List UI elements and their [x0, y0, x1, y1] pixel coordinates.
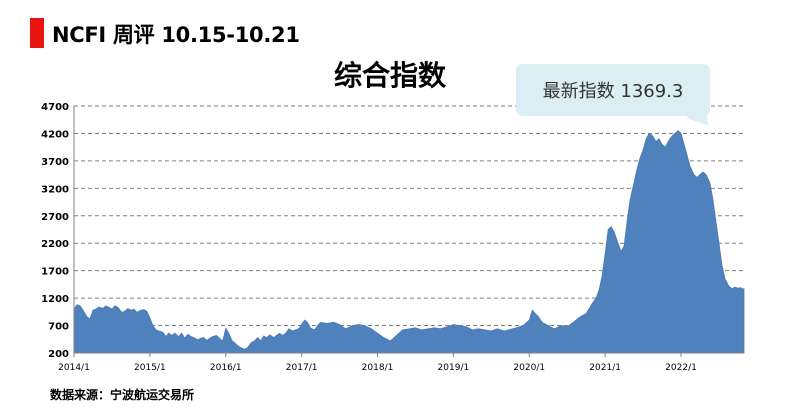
x-tick-label: 2015/1 [134, 363, 166, 373]
y-tick-label: 4200 [41, 129, 69, 140]
x-tick-label: 2021/1 [589, 363, 621, 373]
data-source-note: 数据来源：宁波航运交易所 [50, 388, 195, 402]
x-tick-label: 2018/1 [362, 363, 394, 373]
y-tick-label: 1200 [41, 294, 69, 305]
index-area-series [73, 130, 745, 354]
y-tick-label: 700 [48, 322, 69, 333]
y-tick-label: 2700 [41, 212, 69, 223]
y-tick-label: 200 [48, 349, 69, 360]
x-tick-label: 2017/1 [286, 363, 318, 373]
x-tick-label: 2019/1 [438, 363, 470, 373]
y-tick-label: 3200 [41, 184, 69, 195]
y-tick-label: 2200 [41, 239, 69, 250]
page-title: NCFI 周评 10.15-10.21 [52, 23, 300, 47]
y-tick-label: 4700 [41, 102, 69, 113]
x-tick-label: 2014/1 [58, 363, 90, 373]
y-tick-label: 3700 [41, 157, 69, 168]
header-accent-bar [30, 18, 44, 48]
x-tick-label: 2020/1 [513, 363, 545, 373]
x-tick-label: 2016/1 [210, 363, 242, 373]
y-tick-label: 1700 [41, 267, 69, 278]
chart-title: 综合指数 [333, 59, 446, 92]
x-tick-label: 2022/1 [665, 363, 697, 373]
latest-index-callout: 最新指数 1369.3 [516, 64, 710, 116]
